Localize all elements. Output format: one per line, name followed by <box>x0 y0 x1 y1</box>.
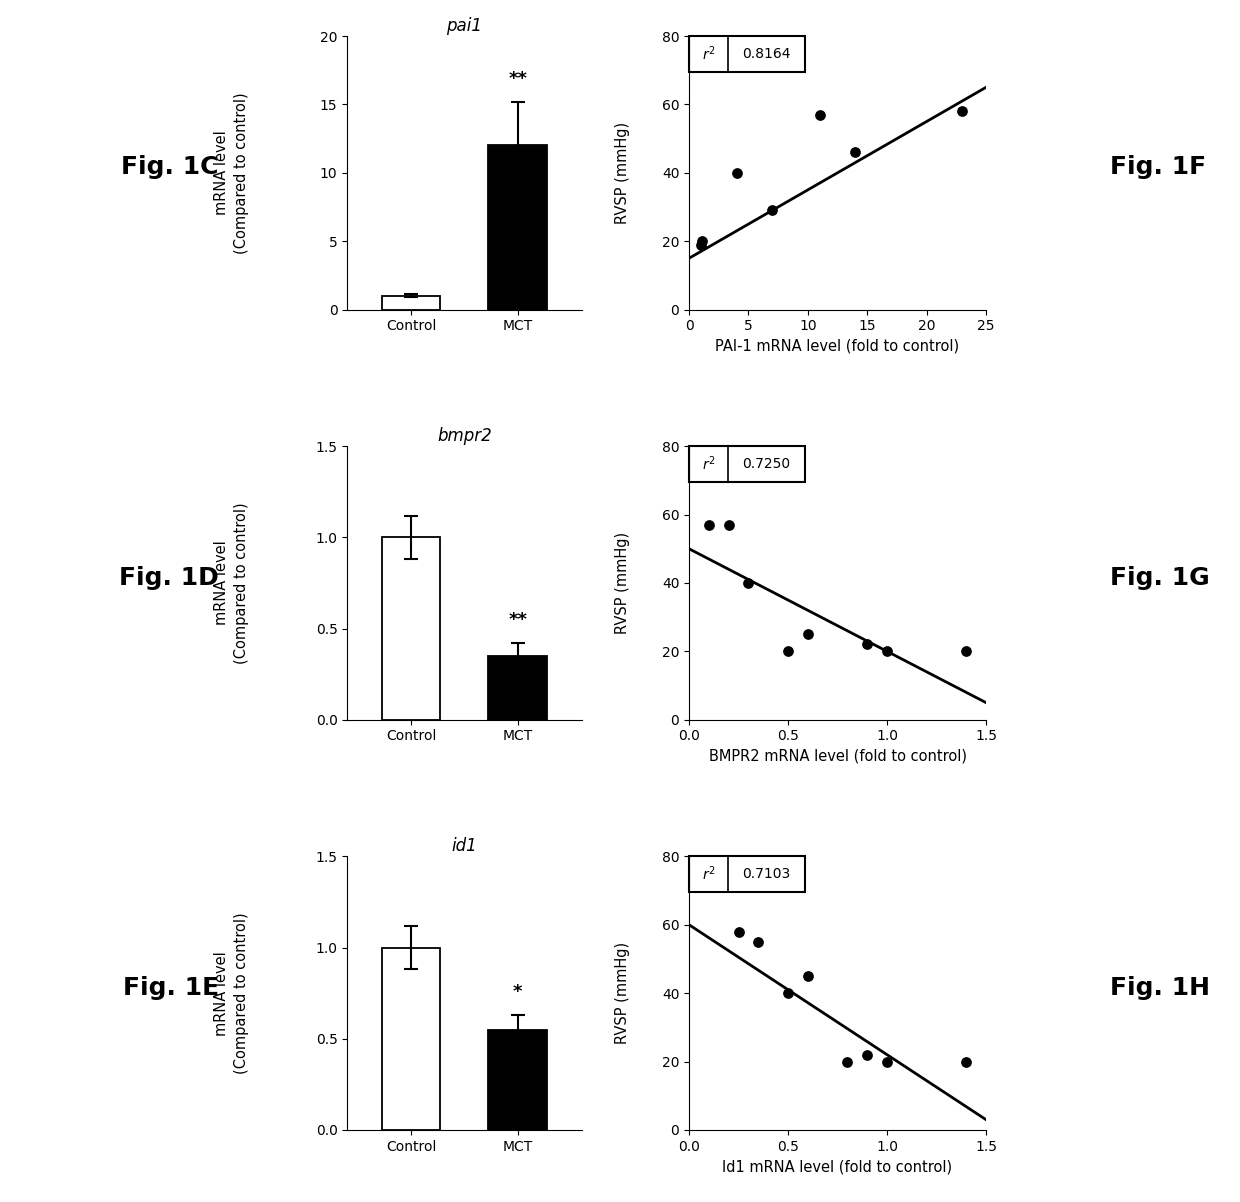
Text: *: * <box>513 983 522 1001</box>
Point <box>797 625 817 644</box>
Point <box>739 573 759 593</box>
Bar <box>382 947 440 1130</box>
Point <box>956 642 976 661</box>
Bar <box>489 656 547 720</box>
Y-axis label: RVSP (mmHg): RVSP (mmHg) <box>615 532 630 633</box>
Y-axis label: RVSP (mmHg): RVSP (mmHg) <box>615 942 630 1045</box>
Point <box>952 102 972 121</box>
Text: Fig. 1E: Fig. 1E <box>123 976 218 1000</box>
Text: Fig. 1F: Fig. 1F <box>1110 155 1207 179</box>
Text: 0.8164: 0.8164 <box>742 47 791 61</box>
Text: Fig. 1G: Fig. 1G <box>1110 565 1209 589</box>
Bar <box>382 296 440 309</box>
Bar <box>382 537 440 720</box>
Point <box>857 635 877 654</box>
Text: Fig. 1D: Fig. 1D <box>119 565 218 589</box>
Text: 0.7250: 0.7250 <box>743 457 790 471</box>
Text: Fig. 1H: Fig. 1H <box>1110 976 1210 1000</box>
X-axis label: PAI-1 mRNA level (fold to control): PAI-1 mRNA level (fold to control) <box>715 339 960 353</box>
Text: **: ** <box>508 612 527 630</box>
Bar <box>689 856 805 892</box>
Y-axis label: mRNA level
(Compared to control): mRNA level (Compared to control) <box>215 502 249 664</box>
X-axis label: Id1 mRNA level (fold to control): Id1 mRNA level (fold to control) <box>723 1159 952 1174</box>
Title: id1: id1 <box>451 837 477 855</box>
Bar <box>689 36 805 72</box>
Point <box>749 933 769 952</box>
Point <box>846 143 866 162</box>
Point <box>857 1045 877 1064</box>
Title: bmpr2: bmpr2 <box>436 427 492 445</box>
Point <box>692 232 712 251</box>
Point <box>729 922 749 941</box>
Text: Fig. 1C: Fig. 1C <box>122 155 218 179</box>
Point <box>691 234 711 254</box>
Text: **: ** <box>508 70 527 88</box>
Text: $r^2$: $r^2$ <box>702 44 715 64</box>
Point <box>779 983 799 1002</box>
Text: $r^2$: $r^2$ <box>702 454 715 474</box>
Bar <box>489 1030 547 1130</box>
Point <box>699 516 719 535</box>
Point <box>877 1052 897 1071</box>
Point <box>956 1052 976 1071</box>
Point <box>727 163 746 183</box>
Title: pai1: pai1 <box>446 17 482 35</box>
Bar <box>689 446 805 482</box>
Point <box>810 105 830 124</box>
Text: 0.7103: 0.7103 <box>743 867 790 881</box>
Y-axis label: mRNA level
(Compared to control): mRNA level (Compared to control) <box>215 93 249 254</box>
Point <box>719 516 739 535</box>
X-axis label: BMPR2 mRNA level (fold to control): BMPR2 mRNA level (fold to control) <box>708 749 966 764</box>
Point <box>797 966 817 986</box>
Text: $r^2$: $r^2$ <box>702 865 715 883</box>
Point <box>779 642 799 661</box>
Y-axis label: mRNA level
(Compared to control): mRNA level (Compared to control) <box>215 912 249 1073</box>
Point <box>763 201 782 220</box>
Point <box>877 642 897 661</box>
Y-axis label: RVSP (mmHg): RVSP (mmHg) <box>615 121 630 224</box>
Point <box>837 1052 857 1071</box>
Bar <box>489 145 547 309</box>
